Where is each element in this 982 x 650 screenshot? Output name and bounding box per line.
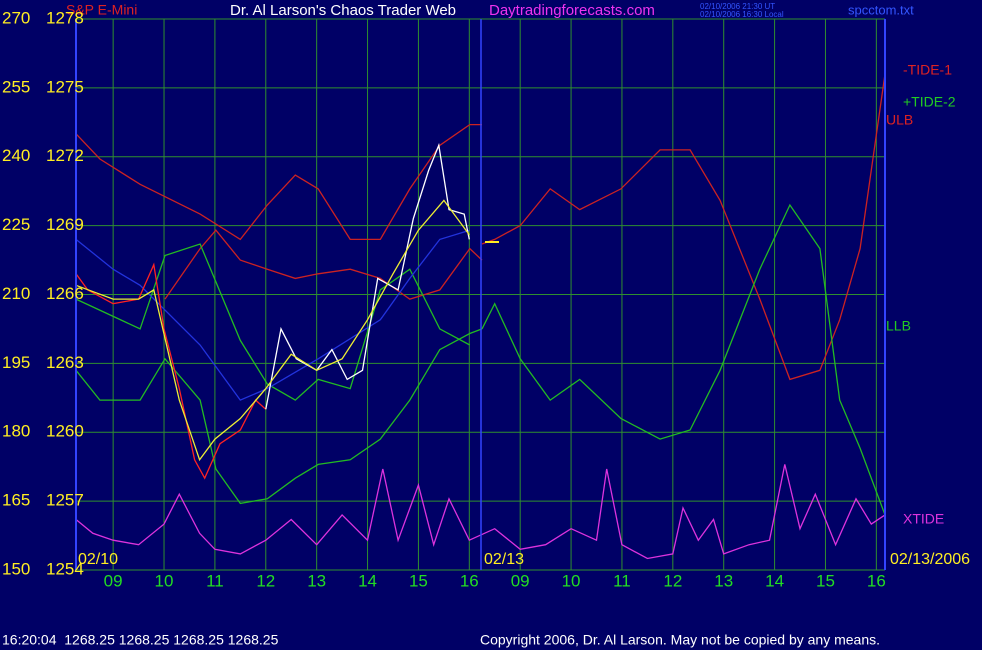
y2-tick-label: 225 (2, 215, 30, 234)
x-tick-label: 13 (307, 571, 326, 590)
website: Daytradingforecasts.com (489, 2, 655, 19)
y2-tick-label: 195 (2, 353, 30, 372)
x-tick-label: 10 (562, 571, 581, 590)
y2-tick-label: 240 (2, 146, 30, 165)
y-tick-label: 1275 (46, 77, 84, 96)
x-tick-label: 09 (104, 571, 123, 590)
y2-tick-label: 255 (2, 77, 30, 96)
series-line (265, 142, 470, 410)
y-tick-label: 1257 (46, 491, 84, 510)
series-label: XTIDE (903, 511, 944, 527)
series-line (75, 262, 267, 480)
x-tick-label: 14 (358, 571, 377, 590)
y-tick-label: 1272 (46, 146, 84, 165)
date-label: 02/13 (484, 551, 524, 568)
y2-tick-label: 150 (2, 559, 30, 578)
y-tick-label: 1266 (46, 284, 84, 303)
series-label: +TIDE-2 (903, 94, 956, 110)
x-tick-label: 15 (409, 571, 428, 590)
y-tick-label: 1263 (46, 353, 84, 372)
x-tick-label: 16 (460, 571, 479, 590)
series-line (75, 229, 470, 401)
y-tick-label: 1269 (46, 215, 84, 234)
status-line: 16:20:04 1268.25 1268.25 1268.25 1268.25 (2, 632, 279, 648)
series-line (481, 74, 886, 381)
series-line (75, 123, 482, 241)
series-label: -TIDE-1 (903, 62, 952, 78)
x-tick-label: 16 (867, 571, 886, 590)
series-line (164, 229, 483, 300)
series-line (481, 203, 886, 516)
timestamp: 02/10/2006 16:30 Local (700, 10, 784, 19)
date-label: 02/13/2006 (890, 551, 970, 568)
series-label: ULB (886, 112, 913, 128)
series-line (75, 464, 886, 560)
x-tick-label: 11 (613, 571, 631, 590)
x-tick-label: 12 (256, 571, 275, 590)
x-tick-label: 09 (511, 571, 530, 590)
copyright: Copyright 2006, Dr. Al Larson. May not b… (480, 632, 880, 648)
y2-tick-label: 180 (2, 422, 30, 441)
x-tick-label: 13 (714, 571, 733, 590)
x-tick-label: 10 (155, 571, 174, 590)
date-label: 02/10 (78, 551, 118, 568)
labels: S&P E-Mini Dr. Al Larson's Chaos Trader … (2, 2, 970, 648)
chart-title: Dr. Al Larson's Chaos Trader Web (230, 2, 456, 19)
y2-tick-label: 270 (2, 8, 30, 27)
y2-tick-label: 210 (2, 284, 30, 303)
series-line (75, 243, 471, 401)
series-label: LLB (886, 318, 911, 334)
x-tick-label: 15 (816, 571, 835, 590)
y-tick-label: 1254 (46, 559, 84, 578)
x-tick-label: 11 (206, 571, 224, 590)
series-line (75, 199, 470, 462)
x-tick-label: 12 (663, 571, 682, 590)
y-tick-label: 1260 (46, 422, 84, 441)
timestamp: 02/10/2006 21:30 UT (700, 2, 775, 11)
subtitle: S&P E-Mini (66, 2, 137, 18)
y-tick-label: 1278 (46, 8, 84, 27)
y2-tick-label: 165 (2, 491, 30, 510)
grid (76, 18, 885, 571)
series-line (75, 328, 483, 505)
series-lines (75, 74, 886, 560)
file-name: spcctom.txt (848, 2, 914, 17)
x-tick-label: 14 (765, 571, 784, 590)
